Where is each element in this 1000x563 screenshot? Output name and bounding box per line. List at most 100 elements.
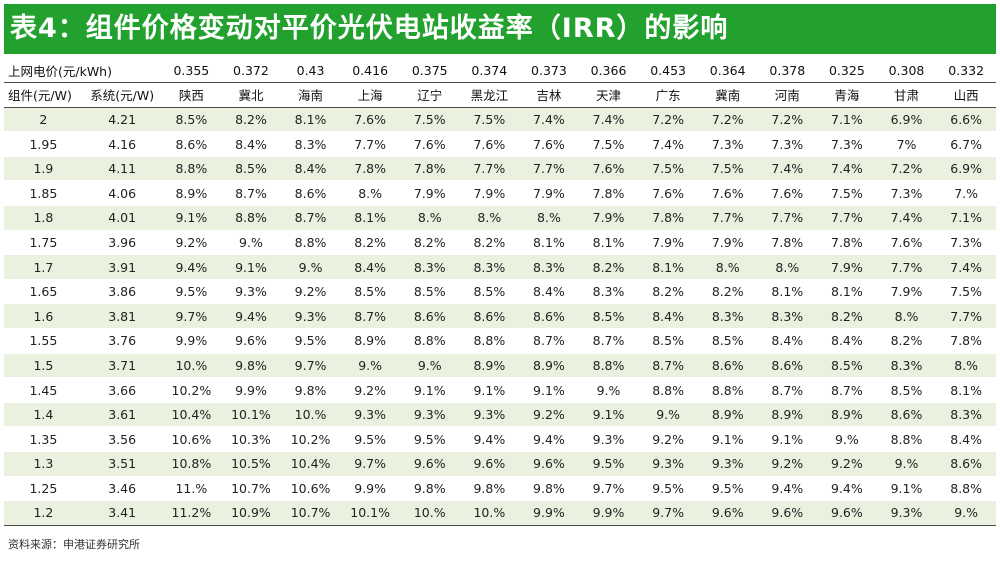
irr-cell: 8.4% — [221, 131, 281, 157]
irr-cell: 7.6% — [578, 156, 639, 182]
irr-cell: 7.5% — [697, 156, 758, 182]
price-row-label: 上网电价(元/kWh) — [4, 58, 162, 84]
price-cell: 0.372 — [221, 58, 281, 84]
province-header: 冀北 — [221, 82, 281, 108]
irr-cell: 8.9% — [817, 402, 877, 428]
irr-cell: 10.6% — [280, 476, 341, 502]
irr-cell: 8.5% — [876, 377, 937, 403]
irr-cell: 9.2% — [161, 230, 222, 256]
system-price-cell: 3.41 — [82, 500, 162, 526]
irr-cell: 7% — [876, 131, 937, 157]
province-header: 上海 — [340, 82, 400, 108]
irr-cell: 8.7% — [578, 328, 639, 354]
irr-cell: 8.% — [697, 254, 758, 280]
irr-cell: 8.8% — [638, 377, 698, 403]
irr-cell: 7.5% — [459, 107, 520, 133]
irr-cell: 8.3% — [399, 254, 460, 280]
irr-cell: 8.4% — [817, 328, 877, 354]
module-price-header: 组件(元/W) — [4, 82, 83, 108]
irr-cell: 9.5% — [161, 279, 222, 305]
irr-cell: 8.9% — [340, 328, 400, 354]
irr-cell: 8.4% — [280, 156, 341, 182]
price-cell: 0.325 — [817, 58, 877, 84]
irr-cell: 9.6% — [519, 451, 579, 477]
irr-cell: 9.9% — [340, 476, 400, 502]
irr-cell: 8.2% — [578, 254, 639, 280]
irr-cell: 8.6% — [399, 303, 460, 330]
module-price-cell: 1.5 — [4, 353, 83, 379]
table-row: 1.9 4.11 8.8% 8.5% 8.4% 7.8% 7.8% 7.7% 7.7% 7.6% 7… — [4, 156, 996, 182]
irr-cell: 8.5% — [638, 328, 698, 354]
irr-cell: 8.5% — [697, 328, 758, 354]
table-row: 1.75 3.96 9.2% 9.% 8.8% 8.2% 8.2% 8.2% 8.1% 8.1% 7… — [4, 230, 996, 256]
irr-cell: 9.5% — [638, 476, 698, 502]
irr-cell: 9.3% — [399, 402, 460, 428]
irr-cell: 7.4% — [876, 205, 937, 231]
system-price-cell: 4.16 — [82, 131, 162, 157]
irr-cell: 9.3% — [578, 426, 639, 452]
irr-cell: 7.5% — [399, 107, 460, 133]
table-row: 1.5 3.71 10.% 9.8% 9.7% 9.% 9.% 8.9% 8.9% 8.8% 8.7… — [4, 353, 996, 379]
irr-cell: 8.% — [936, 353, 996, 379]
irr-cell: 9.3% — [280, 303, 341, 330]
irr-cell: 10.4% — [161, 402, 222, 428]
irr-cell: 10.% — [280, 402, 341, 428]
irr-cell: 10.% — [459, 500, 520, 526]
table-row: 1.2 3.41 11.2% 10.9% 10.7% 10.1% 10.% 10.% 9.9% 9… — [4, 500, 996, 526]
module-price-cell: 1.45 — [4, 377, 83, 403]
irr-cell: 10.7% — [221, 476, 281, 502]
province-header: 山西 — [936, 82, 996, 108]
irr-cell: 10.1% — [221, 402, 281, 428]
irr-cell: 8.2% — [817, 303, 877, 330]
irr-cell: 8.8% — [459, 328, 520, 354]
irr-cell: 10.3% — [221, 426, 281, 452]
irr-cell: 8.7% — [638, 353, 698, 379]
irr-cell: 7.7% — [936, 303, 996, 330]
irr-cell: 10.5% — [221, 451, 281, 477]
irr-cell: 9.2% — [817, 451, 877, 477]
province-header: 甘肃 — [876, 82, 937, 108]
irr-cell: 11.% — [161, 476, 222, 502]
irr-cell: 6.7% — [936, 131, 996, 157]
irr-cell: 7.9% — [817, 254, 877, 280]
table-row: 1.55 3.76 9.9% 9.6% 9.5% 8.9% 8.8% 8.8% 8.7% 8.7%… — [4, 328, 996, 354]
irr-cell: 8.8% — [399, 328, 460, 354]
irr-cell: 8.9% — [697, 402, 758, 428]
irr-cell: 8.5% — [817, 353, 877, 379]
irr-cell: 7.6% — [876, 230, 937, 256]
irr-cell: 8.3% — [578, 279, 639, 305]
module-price-cell: 1.55 — [4, 328, 83, 354]
table-title: 表4：组件价格变动对平价光伏电站收益率（IRR）的影响 — [4, 4, 996, 54]
irr-cell: 6.9% — [876, 107, 937, 133]
table-row: 1.7 3.91 9.4% 9.1% 9.% 8.4% 8.3% 8.3% 8.3% 8.2% 8.… — [4, 254, 996, 280]
table-row: 1.85 4.06 8.9% 8.7% 8.6% 8.% 7.9% 7.9% 7.9% 7.8% 7… — [4, 180, 996, 207]
irr-cell: 9.4% — [459, 426, 520, 452]
irr-cell: 8.6% — [280, 180, 341, 207]
system-price-cell: 3.76 — [82, 328, 162, 354]
irr-cell: 9.% — [876, 451, 937, 477]
irr-cell: 8.4% — [638, 303, 698, 330]
price-cell: 0.366 — [578, 58, 639, 84]
price-cell: 0.373 — [519, 58, 579, 84]
price-cell: 0.355 — [161, 58, 222, 84]
system-price-cell: 3.96 — [82, 230, 162, 256]
price-cell: 0.378 — [757, 58, 818, 84]
module-price-cell: 1.85 — [4, 180, 83, 207]
irr-cell: 8.9% — [757, 402, 818, 428]
system-price-cell: 3.71 — [82, 353, 162, 379]
module-price-cell: 1.3 — [4, 451, 83, 477]
irr-cell: 8.7% — [221, 180, 281, 207]
irr-cell: 8.6% — [519, 303, 579, 330]
irr-cell: 7.3% — [817, 131, 877, 157]
irr-cell: 8.% — [340, 180, 400, 207]
irr-cell: 9.1% — [578, 402, 639, 428]
irr-cell: 8.5% — [578, 303, 639, 330]
table-row: 2 4.21 8.5% 8.2% 8.1% 7.6% 7.5% 7.5% 7.4% 7.4% 7.2… — [4, 107, 996, 133]
irr-cell: 8.9% — [459, 353, 520, 379]
irr-cell: 7.2% — [876, 156, 937, 182]
price-cell: 0.416 — [340, 58, 400, 84]
irr-cell: 8.1% — [936, 377, 996, 403]
system-price-cell: 3.51 — [82, 451, 162, 477]
irr-cell: 7.7% — [340, 131, 400, 157]
irr-cell: 7.2% — [757, 107, 818, 133]
